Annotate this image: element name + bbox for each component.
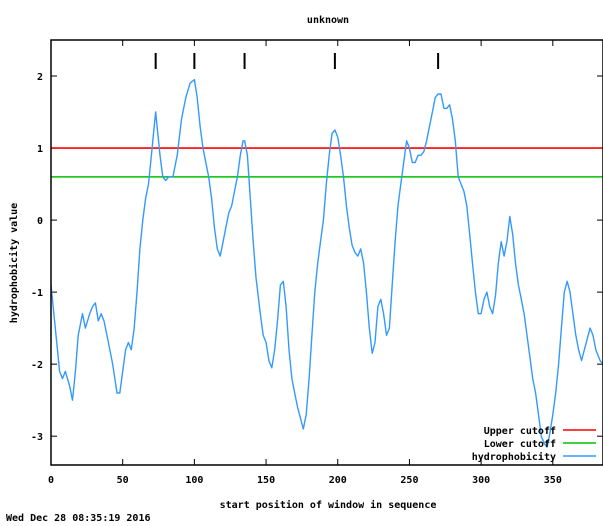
timestamp: Wed Dec 28 08:35:19 2016	[6, 513, 151, 524]
peak-markers	[154, 53, 440, 69]
x-tick-label: 200	[329, 475, 347, 486]
x-tick-label: 150	[257, 475, 275, 486]
y-tick-label: 1	[37, 144, 43, 155]
x-tick-label: 100	[185, 475, 203, 486]
x-tick-label: 350	[544, 475, 562, 486]
chart-title: unknown	[307, 15, 349, 26]
x-tick-label: 0	[48, 475, 54, 486]
legend-label: hydrophobicity	[472, 451, 556, 463]
y-axis-label: hydrophobicity value	[8, 203, 20, 323]
y-tick-label: -2	[31, 360, 43, 371]
y-tick-label: 0	[37, 216, 43, 227]
legend-label: Lower cutoff	[484, 439, 556, 450]
y-tick-label: -3	[31, 432, 43, 443]
plot-frame	[50, 39, 603, 466]
series-line-hydrophobicity	[50, 78, 603, 448]
x-tick-label: 300	[472, 475, 490, 486]
legend-label: Upper cutoff	[484, 426, 556, 437]
axis-ticks: 0 50 100 150 200 250 300 350 2 1 0 -1 -2 -3	[31, 40, 603, 486]
x-tick-label: 250	[400, 475, 418, 486]
x-axis-label: start position of window in sequence	[220, 499, 437, 511]
y-tick-label: -1	[31, 288, 43, 299]
y-tick-label: 2	[37, 72, 43, 83]
series-lines	[50, 78, 603, 448]
x-tick-label: 50	[117, 475, 129, 486]
